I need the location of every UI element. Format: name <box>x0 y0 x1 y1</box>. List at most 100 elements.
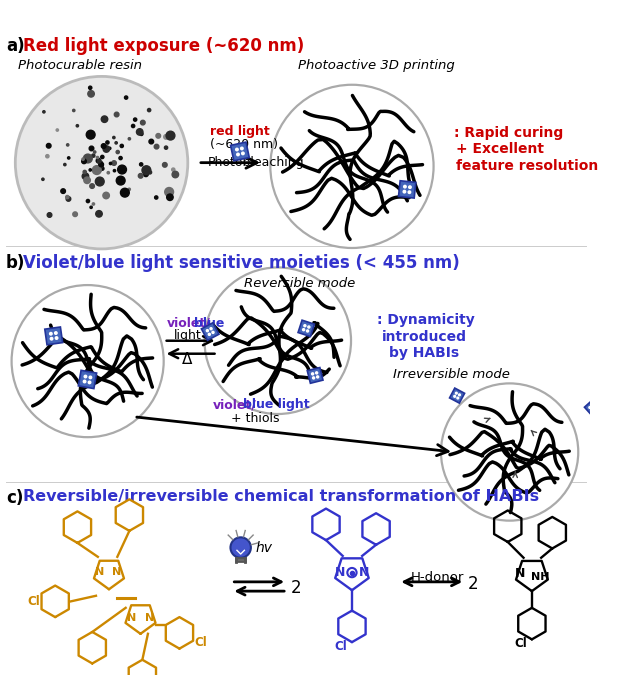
Circle shape <box>89 146 94 150</box>
Text: c): c) <box>6 489 23 507</box>
Circle shape <box>204 267 351 414</box>
Circle shape <box>98 163 104 168</box>
Text: Photobleaching: Photobleaching <box>207 156 304 169</box>
Text: light: light <box>174 329 202 342</box>
Circle shape <box>591 410 593 411</box>
Circle shape <box>242 152 244 155</box>
Circle shape <box>116 150 119 154</box>
Circle shape <box>210 328 212 330</box>
Text: b): b) <box>6 255 25 272</box>
Circle shape <box>166 131 175 140</box>
Circle shape <box>89 86 92 90</box>
Circle shape <box>92 203 95 205</box>
Circle shape <box>46 155 49 158</box>
Circle shape <box>101 155 104 159</box>
Circle shape <box>97 158 101 163</box>
Circle shape <box>164 188 173 196</box>
Circle shape <box>102 144 106 148</box>
Text: introduced: introduced <box>382 330 467 344</box>
Circle shape <box>458 394 460 395</box>
Circle shape <box>312 373 314 375</box>
Circle shape <box>83 154 92 163</box>
Circle shape <box>67 157 70 159</box>
Circle shape <box>144 172 148 176</box>
Circle shape <box>15 76 188 249</box>
Circle shape <box>403 190 406 193</box>
Circle shape <box>133 118 137 121</box>
FancyBboxPatch shape <box>298 320 314 337</box>
Circle shape <box>114 112 119 117</box>
Circle shape <box>84 177 90 183</box>
Circle shape <box>116 176 125 185</box>
Circle shape <box>100 161 102 163</box>
Circle shape <box>164 146 168 149</box>
Circle shape <box>589 407 591 408</box>
Circle shape <box>50 332 52 335</box>
Circle shape <box>115 141 117 144</box>
Text: : Dynamicity: : Dynamicity <box>377 313 475 327</box>
Circle shape <box>408 191 411 193</box>
Circle shape <box>83 380 86 383</box>
Circle shape <box>56 129 58 131</box>
Circle shape <box>592 404 593 406</box>
Circle shape <box>208 333 210 335</box>
Text: N: N <box>95 567 104 577</box>
Circle shape <box>404 186 406 188</box>
Circle shape <box>409 186 411 188</box>
Circle shape <box>112 136 115 139</box>
Text: Cl: Cl <box>335 640 347 653</box>
Circle shape <box>140 132 143 136</box>
Circle shape <box>121 188 130 197</box>
Circle shape <box>91 154 95 158</box>
Text: N: N <box>126 613 136 623</box>
Text: (~620 nm): (~620 nm) <box>210 138 278 150</box>
Circle shape <box>124 96 128 99</box>
Text: N: N <box>335 566 345 579</box>
Circle shape <box>171 168 175 172</box>
Text: + thiols: + thiols <box>231 412 280 426</box>
Circle shape <box>50 337 53 340</box>
Text: 2: 2 <box>468 575 479 593</box>
Circle shape <box>599 474 601 475</box>
Text: hv: hv <box>255 542 272 556</box>
Circle shape <box>65 195 69 199</box>
Circle shape <box>67 144 69 146</box>
Text: Cl: Cl <box>194 636 207 649</box>
Text: N: N <box>145 613 154 623</box>
Circle shape <box>96 211 102 217</box>
Circle shape <box>112 161 116 165</box>
FancyBboxPatch shape <box>45 327 63 345</box>
Circle shape <box>66 197 70 201</box>
Circle shape <box>95 177 104 186</box>
Circle shape <box>154 196 158 199</box>
Circle shape <box>64 163 66 166</box>
Circle shape <box>596 475 598 477</box>
Circle shape <box>154 144 159 149</box>
Circle shape <box>164 134 168 139</box>
Circle shape <box>83 170 86 174</box>
Circle shape <box>90 184 95 188</box>
Text: N: N <box>514 567 525 580</box>
Circle shape <box>11 285 164 438</box>
Text: H-donor: H-donor <box>410 570 464 584</box>
Circle shape <box>271 85 434 248</box>
FancyBboxPatch shape <box>584 400 600 416</box>
FancyBboxPatch shape <box>307 368 323 384</box>
Text: Photoactive 3D printing: Photoactive 3D printing <box>298 59 455 72</box>
Text: NH: NH <box>531 572 549 582</box>
Circle shape <box>206 330 208 332</box>
Text: 2: 2 <box>291 580 302 597</box>
Circle shape <box>97 156 98 159</box>
Text: a): a) <box>6 38 25 55</box>
Text: red light: red light <box>210 125 270 138</box>
Text: violet/: violet/ <box>213 398 257 412</box>
Circle shape <box>231 538 251 558</box>
Circle shape <box>97 167 102 172</box>
Circle shape <box>97 212 100 216</box>
Circle shape <box>90 206 92 209</box>
Circle shape <box>106 141 109 144</box>
Text: Reversible mode: Reversible mode <box>244 276 356 290</box>
Circle shape <box>46 144 51 148</box>
Text: blue: blue <box>194 317 225 330</box>
Text: : Rapid curing: : Rapid curing <box>454 125 563 139</box>
